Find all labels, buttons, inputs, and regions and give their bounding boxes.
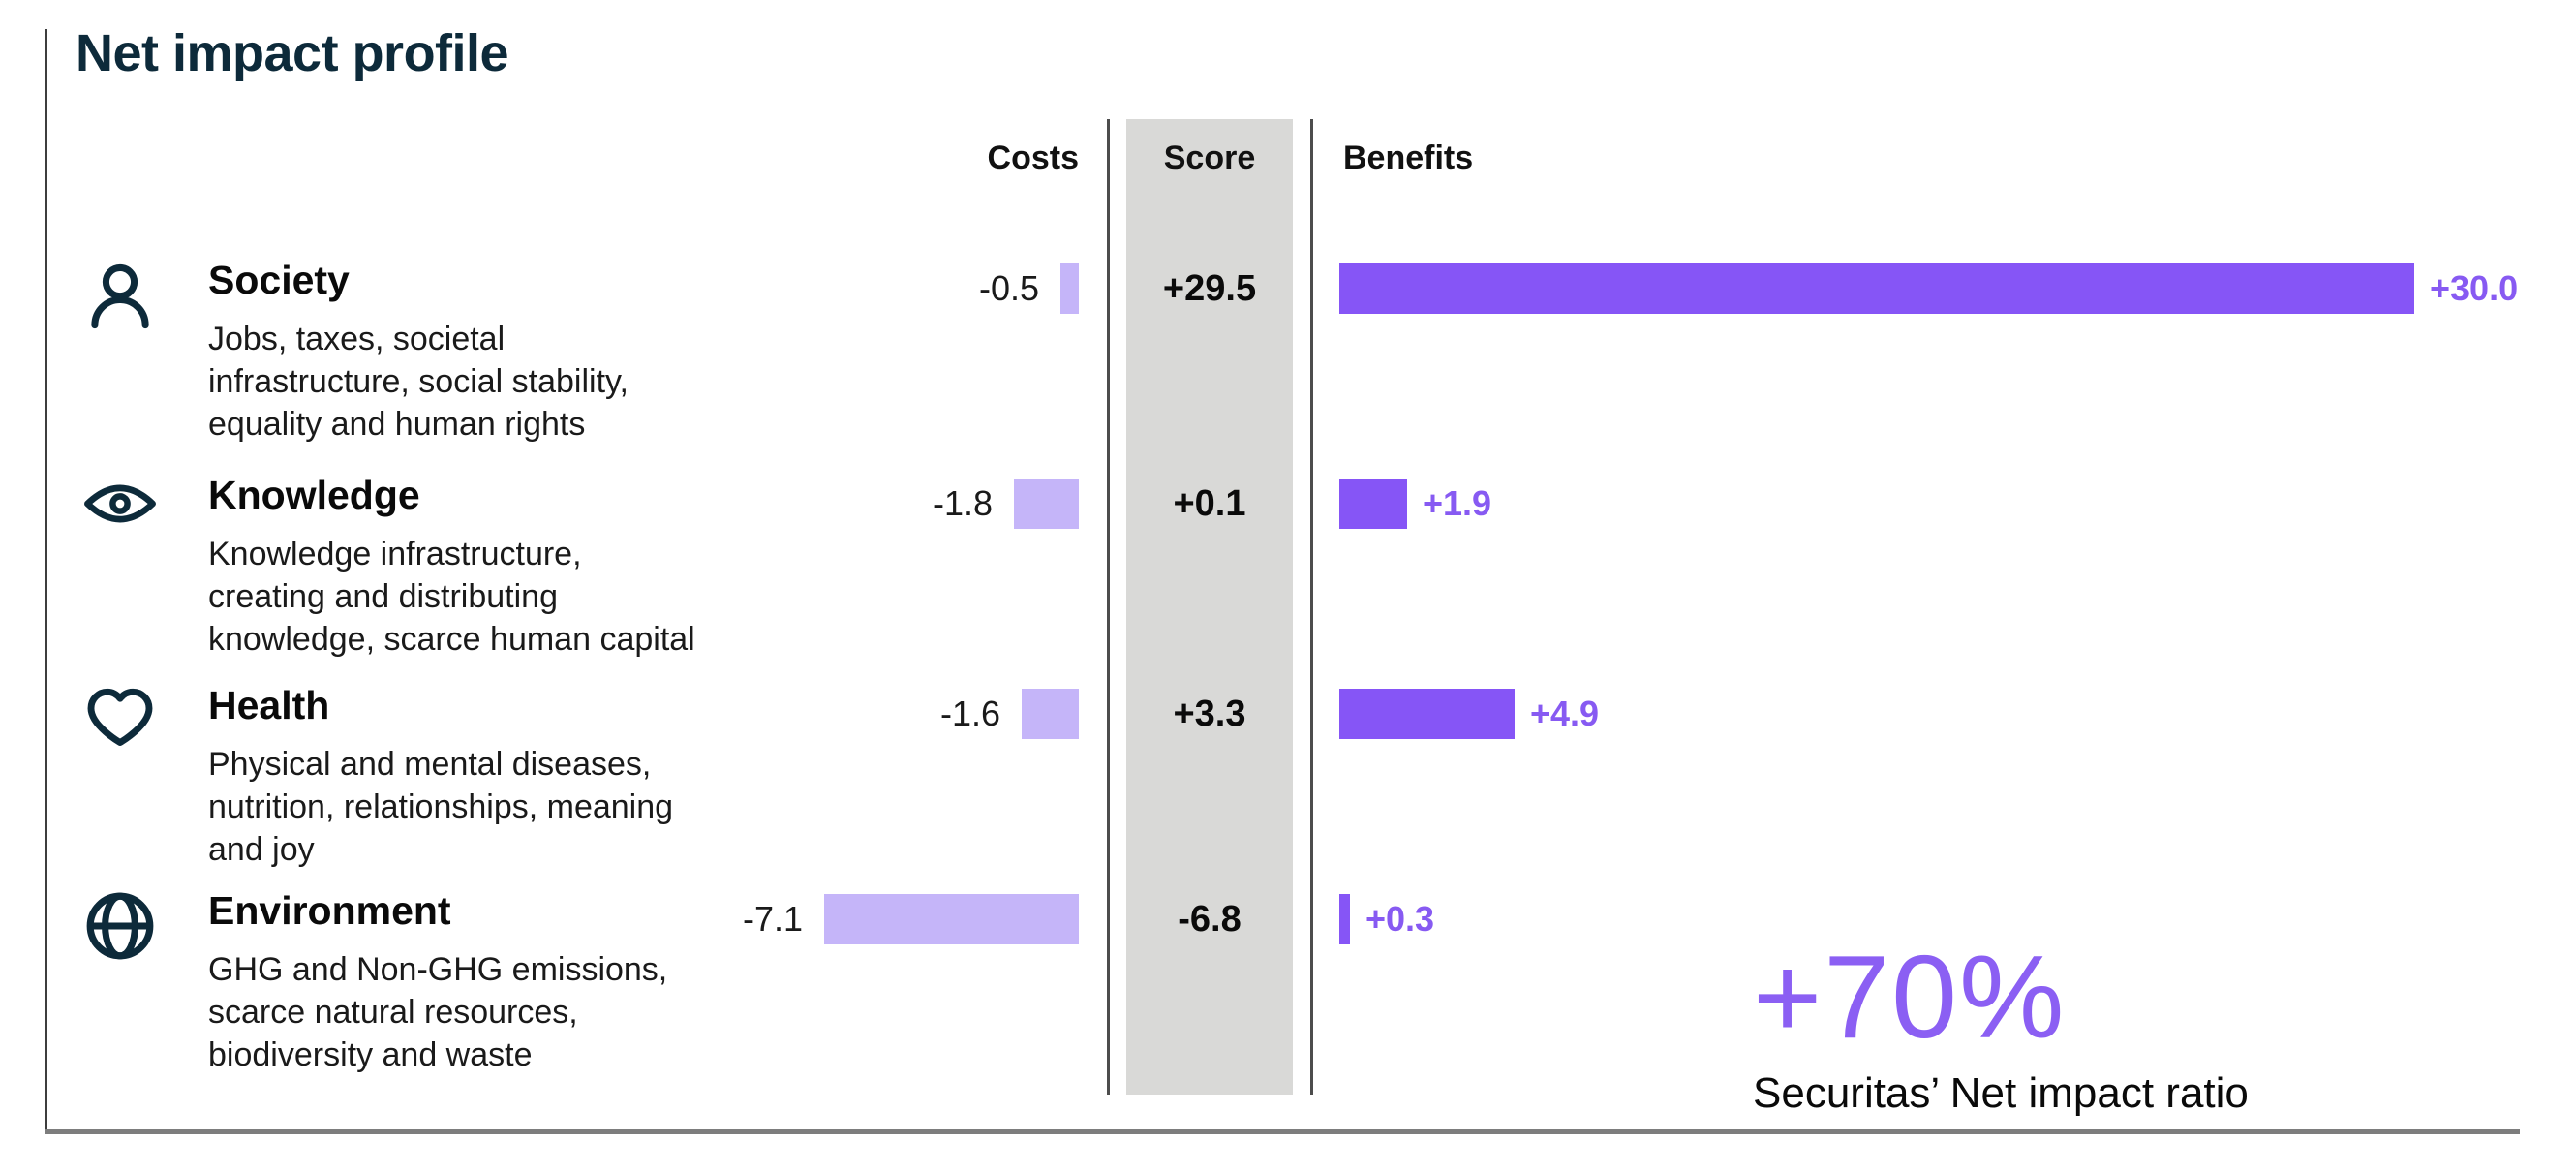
impact-row-society: Society Jobs, taxes, societal infrastruc… — [0, 258, 2576, 467]
benefit-bar — [1339, 689, 1515, 739]
eye-icon — [83, 475, 157, 558]
column-header-benefits: Benefits — [1343, 139, 1474, 176]
cost-value: -1.6 — [939, 694, 1000, 733]
category-description: Physical and mental diseases, nutrition,… — [208, 746, 674, 868]
impact-row-knowledge: Knowledge Knowledge infrastructure, crea… — [0, 473, 2576, 682]
score-value: +29.5 — [1162, 267, 1257, 309]
cost-bar — [824, 894, 1079, 944]
benefit-bar — [1339, 263, 2414, 314]
cost-bar — [1022, 689, 1079, 739]
cost-bar — [1060, 263, 1079, 314]
category-description: GHG and Non-GHG emissions, scarce natura… — [208, 951, 668, 1073]
category-title: Health — [208, 683, 330, 727]
benefit-bar — [1339, 894, 1350, 944]
heart-icon — [83, 685, 157, 768]
category-title: Environment — [208, 888, 451, 933]
benefit-value: +1.9 — [1423, 483, 1492, 523]
impact-row-health: Health Physical and mental diseases, nut… — [0, 683, 2576, 892]
cost-value: -7.1 — [742, 899, 803, 939]
cost-value: -0.5 — [978, 268, 1039, 308]
cost-value: -1.8 — [932, 483, 993, 523]
cost-bar — [1014, 479, 1079, 529]
panel-bottom-border — [45, 1129, 2520, 1134]
benefit-value: +30.0 — [2430, 268, 2519, 308]
score-benefits-divider-line — [1310, 119, 1313, 1095]
benefit-value: +4.9 — [1530, 694, 1600, 733]
column-header-score: Score — [1163, 139, 1256, 176]
person-icon — [83, 260, 157, 343]
costs-score-divider-line — [1107, 119, 1110, 1095]
score-column-background — [1126, 119, 1293, 1095]
category-description: Jobs, taxes, societal infrastructure, so… — [208, 321, 629, 443]
net-impact-ratio-caption: Securitas’ Net impact ratio — [1753, 1069, 2249, 1117]
category-description: Knowledge infrastructure, creating and d… — [208, 536, 695, 658]
net-impact-ratio-value: +70% — [1753, 931, 2067, 1063]
category-title: Society — [208, 258, 350, 302]
benefit-value: +0.3 — [1365, 899, 1435, 939]
net-impact-ratio-summary: +70% Securitas’ Net impact ratio — [1753, 938, 2249, 1118]
score-value: +0.1 — [1173, 482, 1246, 524]
impact-row-environment: Environment GHG and Non-GHG emissions, s… — [0, 888, 2576, 1097]
category-title: Knowledge — [208, 473, 420, 517]
score-value: +3.3 — [1173, 693, 1246, 734]
page-title: Net impact profile — [76, 24, 509, 82]
globe-icon — [83, 890, 157, 973]
panel-left-border — [45, 29, 47, 1133]
score-value: -6.8 — [1178, 898, 1242, 940]
column-header-costs: Costs — [987, 139, 1079, 176]
benefit-bar — [1339, 479, 1407, 529]
